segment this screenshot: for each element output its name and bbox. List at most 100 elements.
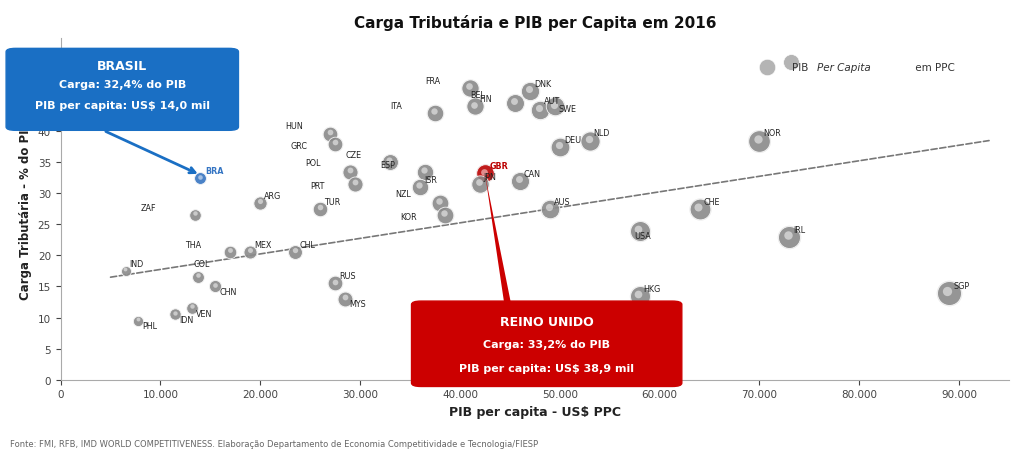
Point (341, 167, 357, 174)
Text: CHE: CHE (703, 198, 720, 206)
Text: Fonte: FMI, RFB, IMD WORLD COMPETITIVENESS. Elaboração Departamento de Economia : Fonte: FMI, RFB, IMD WORLD COMPETITIVENE… (10, 440, 539, 448)
Y-axis label: Carga Tributária - % do PIB: Carga Tributária - % do PIB (19, 120, 32, 299)
Text: AUS: AUS (554, 198, 570, 206)
Point (252, 198, 268, 205)
Text: Carga: 32,4% do PIB: Carga: 32,4% do PIB (58, 80, 186, 90)
Point (632, 227, 648, 235)
Point (130, 318, 146, 325)
Point (547, 104, 563, 111)
Point (417, 169, 433, 176)
Point (781, 234, 798, 241)
Point (417, 169, 433, 176)
Point (312, 206, 329, 213)
Text: BRASIL: BRASIL (97, 60, 147, 73)
Point (631, 291, 647, 298)
Text: USA: USA (635, 231, 651, 240)
Point (472, 181, 488, 188)
Text: DNK: DNK (534, 80, 551, 88)
Point (322, 131, 338, 138)
Text: ZAF: ZAF (140, 203, 156, 212)
Point (327, 278, 343, 285)
Text: CZE: CZE (345, 151, 361, 160)
Point (382, 159, 398, 166)
Point (521, 88, 538, 95)
Point (552, 144, 568, 151)
Text: Per Capita: Per Capita (817, 63, 870, 73)
Point (327, 139, 343, 146)
Point (471, 179, 487, 186)
Text: CHN: CHN (219, 287, 237, 296)
Point (437, 212, 454, 219)
Text: HUN: HUN (286, 122, 303, 131)
Point (337, 294, 353, 301)
Point (426, 108, 442, 115)
Point (542, 206, 558, 213)
Text: NOR: NOR (764, 129, 781, 138)
Point (631, 226, 647, 233)
Point (207, 281, 223, 289)
Text: Carga: 33,2% do PIB: Carga: 33,2% do PIB (483, 339, 610, 349)
Point (477, 170, 494, 178)
Point (520, 86, 537, 93)
Text: IDN: IDN (179, 315, 194, 324)
Point (346, 179, 362, 186)
Point (750, 136, 766, 143)
Point (546, 102, 562, 109)
Point (462, 85, 478, 92)
Point (193, 175, 209, 183)
Point (191, 174, 208, 181)
Point (242, 247, 258, 254)
Point (312, 206, 329, 213)
Point (632, 293, 648, 300)
Point (690, 204, 707, 211)
Text: DEU: DEU (564, 135, 581, 144)
Point (691, 206, 708, 213)
Point (207, 283, 223, 290)
Text: MEX: MEX (254, 241, 271, 250)
Point (632, 227, 648, 235)
Point (507, 101, 523, 108)
Point (187, 210, 204, 217)
Point (184, 305, 201, 312)
Point (327, 141, 343, 148)
Text: KOR: KOR (400, 213, 417, 222)
Point (184, 305, 201, 312)
Point (222, 247, 239, 254)
Text: PIB: PIB (793, 63, 812, 73)
Point (411, 182, 427, 189)
Point (412, 184, 428, 191)
Point (242, 249, 258, 256)
Point (117, 266, 133, 273)
Point (337, 296, 353, 303)
Point (552, 144, 568, 151)
Point (511, 176, 527, 183)
Point (311, 204, 328, 211)
Text: REINO UNIDO: REINO UNIDO (500, 315, 594, 328)
Point (190, 274, 207, 281)
Point (467, 104, 483, 111)
Point (461, 83, 477, 90)
Text: JPN: JPN (484, 173, 497, 182)
Point (752, 138, 768, 145)
Text: ARG: ARG (264, 191, 282, 200)
Text: SWE: SWE (559, 104, 577, 113)
Point (512, 178, 528, 185)
Point (432, 200, 449, 207)
Point (187, 212, 204, 219)
Text: PRT: PRT (310, 182, 325, 191)
Point (342, 169, 358, 176)
Point (691, 206, 708, 213)
Point (347, 181, 364, 188)
Point (327, 280, 343, 287)
Point (167, 311, 183, 318)
Point (252, 200, 268, 207)
Point (582, 138, 598, 145)
Text: RUS: RUS (339, 272, 355, 281)
Point (467, 104, 483, 111)
Point (512, 178, 528, 185)
X-axis label: PIB per capita - US$ PPC: PIB per capita - US$ PPC (449, 405, 621, 418)
Point (207, 283, 223, 290)
Point (476, 169, 493, 176)
Point (477, 170, 494, 178)
Point (941, 290, 957, 297)
